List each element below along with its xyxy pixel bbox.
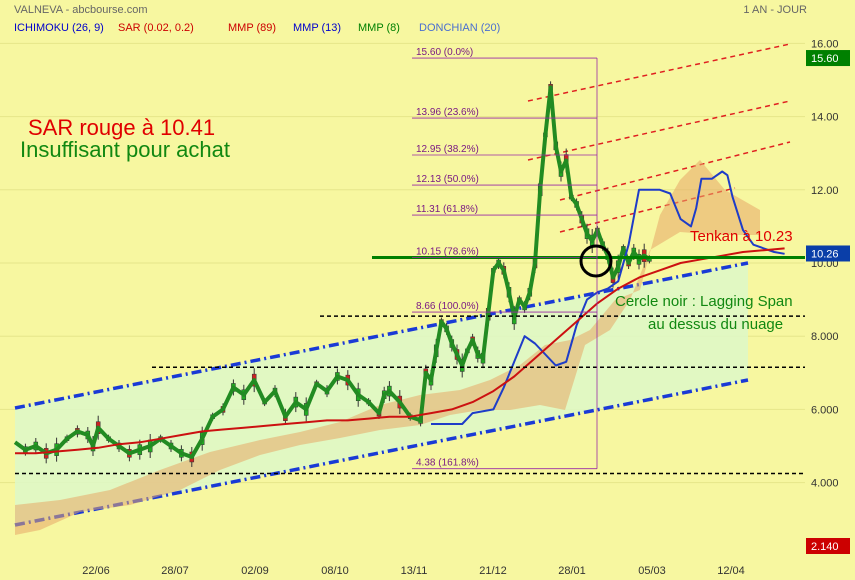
- fib-label: 13.96 (23.6%): [416, 107, 479, 118]
- chart-source-title: VALNEVA - abcbourse.com: [14, 4, 148, 16]
- cloud-area: [15, 160, 760, 535]
- x-tick-label: 02/09: [241, 565, 269, 577]
- nuage-annotation: au dessus du nuage: [648, 316, 784, 333]
- y-tick-label: 14.00: [811, 112, 839, 124]
- insuffisant-annotation: Insuffisant pour achat: [20, 137, 230, 162]
- fib-label: 11.31 (61.8%): [416, 204, 478, 215]
- series-line-mmp-8-: [13, 85, 651, 459]
- price-badge: [806, 245, 850, 262]
- y-tick-label: 16.00: [811, 38, 839, 50]
- indicator-ichimoku: ICHIMOKU (26, 9): [14, 22, 104, 34]
- fib-label: 12.95 (38.2%): [416, 144, 479, 155]
- series-line-mmp-13-: [431, 170, 785, 425]
- indicator-sar: SAR (0.02, 0.2): [118, 22, 194, 34]
- chart-period: 1 AN - JOUR: [743, 4, 807, 16]
- indicator-mmp-8: MMP (8): [358, 22, 400, 34]
- fib-label: 15.60 (0.0%): [416, 47, 473, 58]
- x-tick-label: 13/11: [401, 565, 428, 577]
- price-badge: [806, 538, 850, 554]
- x-tick-label: 28/07: [161, 565, 189, 577]
- red-dashed-trendline: [559, 187, 736, 233]
- y-tick-label: 12.00: [811, 185, 839, 197]
- channel-upper-line: [14, 261, 749, 410]
- x-tick-label: 08/10: [321, 565, 349, 577]
- x-tick-label: 22/06: [82, 565, 110, 577]
- y-tick-label: 6.000: [811, 404, 839, 416]
- tenkan-annotation: Tenkan à 10.23: [690, 228, 793, 245]
- x-tick-label: 28/01: [558, 565, 586, 577]
- y-tick-label: 4.000: [811, 478, 839, 490]
- series-layer: [13, 85, 785, 459]
- price-badge-label: 15.60: [811, 53, 839, 65]
- y-tick-label: 8.000: [811, 331, 839, 343]
- fibonacci-layer: 15.60 (0.0%) 13.96 (23.6%) 12.95 (38.2%) 12…: [412, 47, 598, 470]
- ichimoku-cloud: [15, 160, 760, 535]
- x-tick-label: 21/12: [479, 565, 507, 577]
- fib-label: 4.38 (161.8%): [416, 458, 479, 469]
- x-tick-label: 05/03: [638, 565, 666, 577]
- indicator-mmp-13: MMP (13): [293, 22, 342, 34]
- fib-label: 12.13 (50.0%): [416, 174, 479, 185]
- series-line-mmp-89-: [15, 247, 785, 455]
- lagging-span-annotation: Cercle noir : Lagging Span: [615, 293, 793, 310]
- price-badge-label: 10.26: [811, 248, 839, 260]
- sar-annotation: SAR rouge à 10.41: [28, 115, 216, 140]
- price-badge-label: 2.140: [811, 541, 839, 553]
- axis-layer: 4.0006.0008.00010.0012.0014.0016.0015.60…: [82, 38, 850, 577]
- lagging-span-circle: [579, 244, 613, 278]
- red-dashed-trendline: [559, 141, 791, 201]
- price-badge: [806, 50, 850, 67]
- x-tick-label: 12/04: [717, 565, 745, 577]
- indicator-mmp-89: MMP (89): [228, 22, 277, 34]
- indicator-donchian: DONCHIAN (20): [419, 22, 501, 34]
- fib-label: 10.15 (78.6%): [416, 247, 479, 258]
- fib-label: 8.66 (100.0%): [416, 301, 479, 312]
